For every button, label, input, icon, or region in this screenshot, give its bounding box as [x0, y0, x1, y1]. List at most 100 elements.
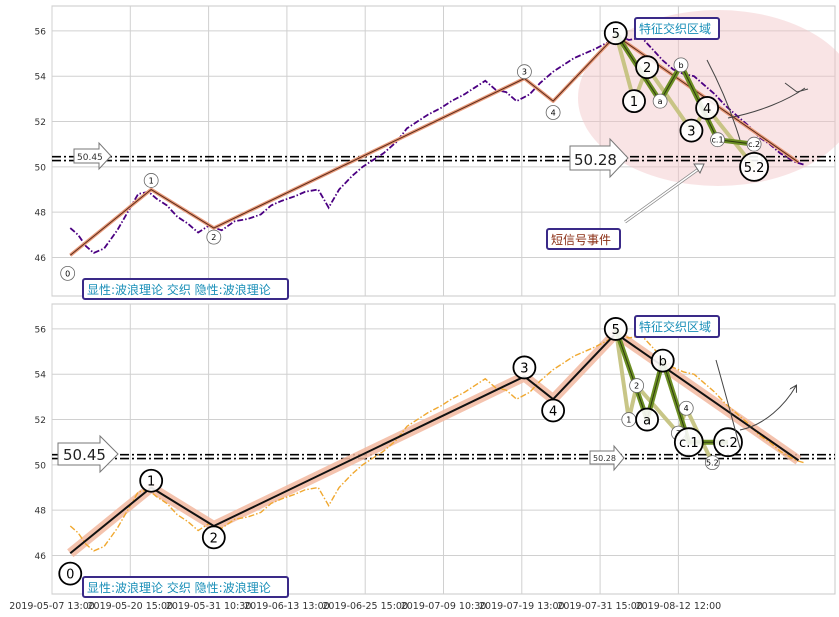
price-series-line [69, 34, 804, 255]
wave-label-0: 0 [66, 568, 74, 583]
price-series-line [69, 332, 804, 552]
wave-label-4: 4 [703, 102, 711, 117]
wave-label-circle [139, 468, 164, 493]
bot-y-tick-label: 46 [35, 552, 47, 562]
x-tick-label: 2019-07-31 15:00 [557, 601, 643, 612]
x-tick-label: 2019-07-09 10:30 [401, 601, 487, 612]
wave-label-circle [603, 317, 628, 341]
wave-label-circle [673, 57, 689, 73]
zone-label-box [634, 17, 720, 40]
wave-label-5: 5 [612, 323, 620, 338]
wave-label-2: 2 [634, 382, 639, 391]
wave-label-3: 3 [687, 125, 695, 140]
wave-label-circle [635, 55, 659, 80]
top-legend: 显性:波浪理论 交织 隐性:波浪理论 [87, 282, 271, 297]
wave-label-circle [603, 21, 628, 46]
wave-label-4: 4 [549, 404, 557, 419]
bottom-projection-curve [739, 386, 796, 431]
wave-label-circle [635, 407, 659, 432]
bottom-legend-box [82, 576, 289, 598]
wave-label-2: 2 [211, 233, 216, 242]
bot-y-tick-label: 52 [35, 416, 46, 426]
wave-label-1: 1 [626, 416, 631, 425]
wave-label-circle [710, 132, 725, 148]
price-tag-50-45-text: 50.45 [77, 153, 103, 163]
top-y-axis: 46 48 50 52 54 56 [35, 27, 47, 264]
wave-label-circle [622, 89, 646, 114]
wave-label-circle [629, 378, 645, 393]
x-tick-label: 2019-05-31 10:30 [166, 601, 252, 612]
bottom-price-tag-50-45-text: 50.45 [63, 446, 106, 464]
wave-label-a: a [658, 97, 663, 106]
subwave-line [613, 328, 715, 464]
wave-label-circle [678, 400, 694, 416]
zone-label: 特征交织区域 [639, 21, 711, 36]
wave-label-5-2: 5.2 [744, 161, 765, 176]
wave-label-circle [650, 348, 675, 373]
zone-pointer-line [706, 59, 741, 141]
wave-label-c-1: c.1 [712, 136, 724, 145]
x-tick-label: 2019-05-20 15:00 [87, 601, 173, 612]
wave-label-circle [541, 398, 566, 423]
wave-label-5-2: 5.2 [706, 459, 719, 468]
price-tag-50-28: 50.28 [569, 137, 629, 179]
wave-label-circle [673, 427, 704, 458]
wave-label-circle [206, 229, 222, 245]
wave-label-c-2: c.2 [748, 140, 760, 149]
x-tick-label: 2019-05-07 13:00 [9, 601, 95, 612]
bot-y-tick-label: 54 [35, 371, 47, 381]
wave-label-c-1: c.1 [679, 436, 699, 451]
bottom-price-tag-50-45: 50.45 [57, 434, 119, 474]
wave-label-b: b [678, 61, 683, 70]
wave-label-a: a [643, 414, 651, 429]
bottom-price-tag-50-28: 50.28 [589, 444, 625, 472]
wave-label-circle [58, 561, 83, 586]
wave-label-5: 5 [612, 27, 620, 42]
projection-tail [784, 82, 809, 93]
wave-label-circle [746, 136, 762, 152]
top-y-tick-label: 54 [35, 73, 47, 83]
wave-label-1: 1 [630, 95, 638, 110]
bottom-zone-label-box [634, 315, 720, 338]
wave-label-circle [517, 64, 532, 80]
x-tick-label: 2019-06-25 15:00 [322, 601, 408, 612]
wave-label-circle [713, 427, 743, 458]
wave-label-4: 4 [551, 108, 556, 117]
wave-label-circle [201, 525, 226, 550]
signal-arrow-head [693, 163, 705, 175]
wave-label-circle [695, 96, 720, 120]
wave-label-4: 4 [684, 404, 689, 413]
wave-label-c-2: c.2 [718, 436, 738, 451]
top-y-tick-label: 56 [35, 27, 47, 37]
bot-y-tick-label: 56 [35, 325, 47, 335]
wave-label-1: 1 [149, 176, 154, 185]
bot-y-tick-label: 48 [35, 507, 47, 517]
bottom-legend: 显性:波浪理论 交织 隐性:波浪理论 [87, 580, 271, 595]
wave-label-b: b [659, 355, 667, 370]
wave-label-2: 2 [210, 531, 218, 546]
x-tick-label: 2019-08-12 12:00 [636, 601, 722, 612]
wave-label-circle [545, 105, 561, 120]
wave-label-circle [143, 173, 159, 188]
bottom-price-lines [52, 453, 835, 460]
price-tag-50-45: 50.45 [73, 141, 112, 171]
top-price-lines [52, 155, 835, 162]
top-y-tick-label: 46 [35, 254, 47, 264]
wave-label-3: 3 [520, 361, 528, 376]
wave-label-2: 2 [643, 61, 651, 76]
top-grid [51, 6, 835, 296]
wave-label-1: 1 [147, 475, 155, 490]
top-y-tick-label: 50 [35, 163, 47, 173]
bottom-zone-label: 特征交织区域 [639, 319, 711, 334]
x-tick-label: 2019-06-13 13:00 [244, 601, 330, 612]
x-tick-label: 2019-07-19 13:00 [479, 601, 565, 612]
wave-label-circle [512, 355, 537, 380]
wave-label-circle [652, 93, 668, 109]
wave-label-3: 3 [522, 68, 527, 77]
wave-label-0: 0 [65, 269, 70, 278]
top-legend-box [82, 278, 289, 300]
